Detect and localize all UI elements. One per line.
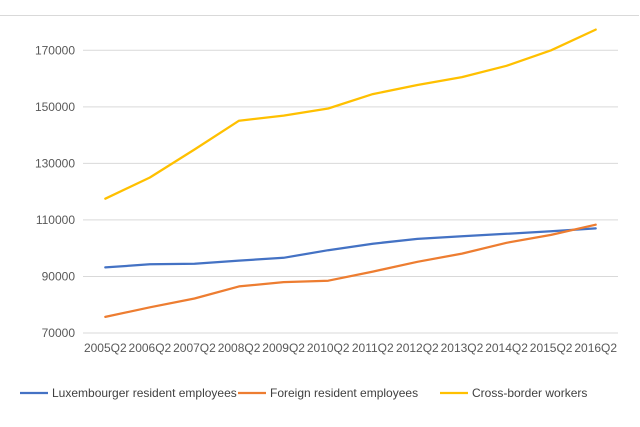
chart-area-border — [0, 15, 639, 426]
y-tick-label: 150000 — [35, 100, 75, 114]
x-tick-label: 2016Q2 — [574, 341, 617, 355]
y-axis-tick-labels: 70000 90000 110000 130000 150000 170000 — [35, 43, 75, 340]
series-line — [104, 223, 597, 319]
legend-label: Foreign resident employees — [270, 386, 418, 400]
legend-label: Luxembourger resident employees — [52, 386, 237, 400]
x-tick-label: 2008Q2 — [218, 341, 261, 355]
gridlines — [83, 49, 618, 277]
x-tick-label: 2007Q2 — [173, 341, 216, 355]
y-tick-label: 70000 — [42, 326, 76, 340]
y-tick-label: 170000 — [35, 43, 75, 57]
legend: Luxembourger resident employees Foreign r… — [20, 386, 587, 400]
x-tick-label: 2014Q2 — [485, 341, 528, 355]
x-tick-label: 2015Q2 — [530, 341, 573, 355]
x-tick-label: 2006Q2 — [129, 341, 172, 355]
series-line — [104, 28, 597, 200]
x-tick-label: 2010Q2 — [307, 341, 350, 355]
series-lines — [104, 28, 597, 319]
y-tick-label: 130000 — [35, 156, 75, 170]
x-tick-label: 2013Q2 — [441, 341, 484, 355]
legend-label: Cross-border workers — [472, 386, 587, 400]
x-tick-label: 2011Q2 — [352, 341, 394, 355]
y-tick-label: 90000 — [42, 269, 76, 283]
series-line — [104, 227, 597, 269]
x-tick-label: 2012Q2 — [396, 341, 439, 355]
x-tick-label: 2005Q2 — [84, 341, 127, 355]
y-tick-label: 110000 — [36, 213, 75, 227]
x-axis-tick-labels: 2005Q2 2006Q2 2007Q2 2008Q2 2009Q2 2010Q2 2011… — [84, 341, 617, 355]
x-tick-label: 2009Q2 — [262, 341, 305, 355]
